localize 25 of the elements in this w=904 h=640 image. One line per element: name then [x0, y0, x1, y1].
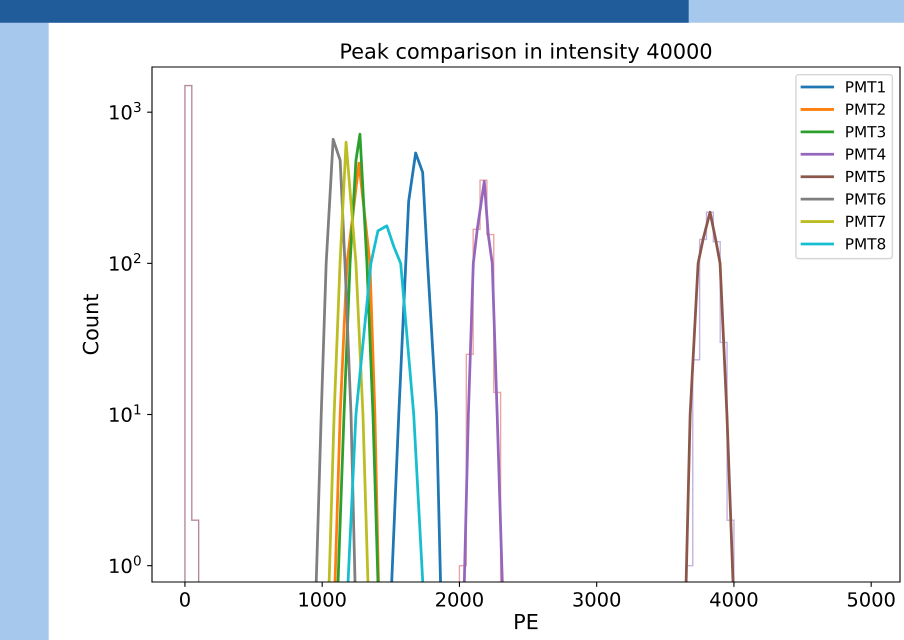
legend-label: PMT4 — [846, 148, 886, 160]
x-axis-title: PE — [515, 614, 538, 630]
y-tick-label: 10$^{1}$ — [110, 404, 140, 422]
x-tick-label: 3000 — [573, 592, 620, 607]
legend-label: PMT2 — [846, 103, 885, 115]
line-series — [346, 224, 424, 582]
y-tick-label: 10$^{2}$ — [110, 253, 140, 271]
legend-label: PMT8 — [846, 238, 886, 250]
x-tick-label: 4000 — [710, 592, 758, 607]
line-series — [390, 152, 442, 582]
line-series — [314, 138, 356, 582]
line-series — [328, 140, 370, 582]
legend-label: PMT3 — [846, 126, 886, 138]
legend-label: PMT7 — [846, 216, 885, 227]
x-tick-label: 2000 — [436, 592, 483, 607]
y-tick-label: 10$^{0}$ — [110, 555, 141, 574]
y-axis-title: Count — [82, 294, 98, 354]
chart-title: Peak comparison in intensity 40000 — [341, 42, 712, 63]
y-tick-label: 10$^{3}$ — [110, 102, 141, 120]
legend-label: PMT6 — [846, 193, 886, 205]
legend-label: PMT5 — [846, 170, 885, 182]
x-tick-label: 5000 — [848, 592, 895, 607]
x-tick-label: 0 — [180, 592, 190, 607]
legend-label: PMT1 — [846, 81, 885, 92]
x-tick-label: 1000 — [300, 592, 346, 607]
